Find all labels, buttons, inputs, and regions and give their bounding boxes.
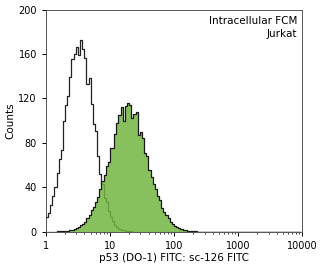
Text: Intracellular FCM
Jurkat: Intracellular FCM Jurkat xyxy=(209,16,297,40)
Y-axis label: Counts: Counts xyxy=(5,102,16,139)
X-axis label: p53 (DO-1) FITC: sc-126 FITC: p53 (DO-1) FITC: sc-126 FITC xyxy=(99,253,249,263)
